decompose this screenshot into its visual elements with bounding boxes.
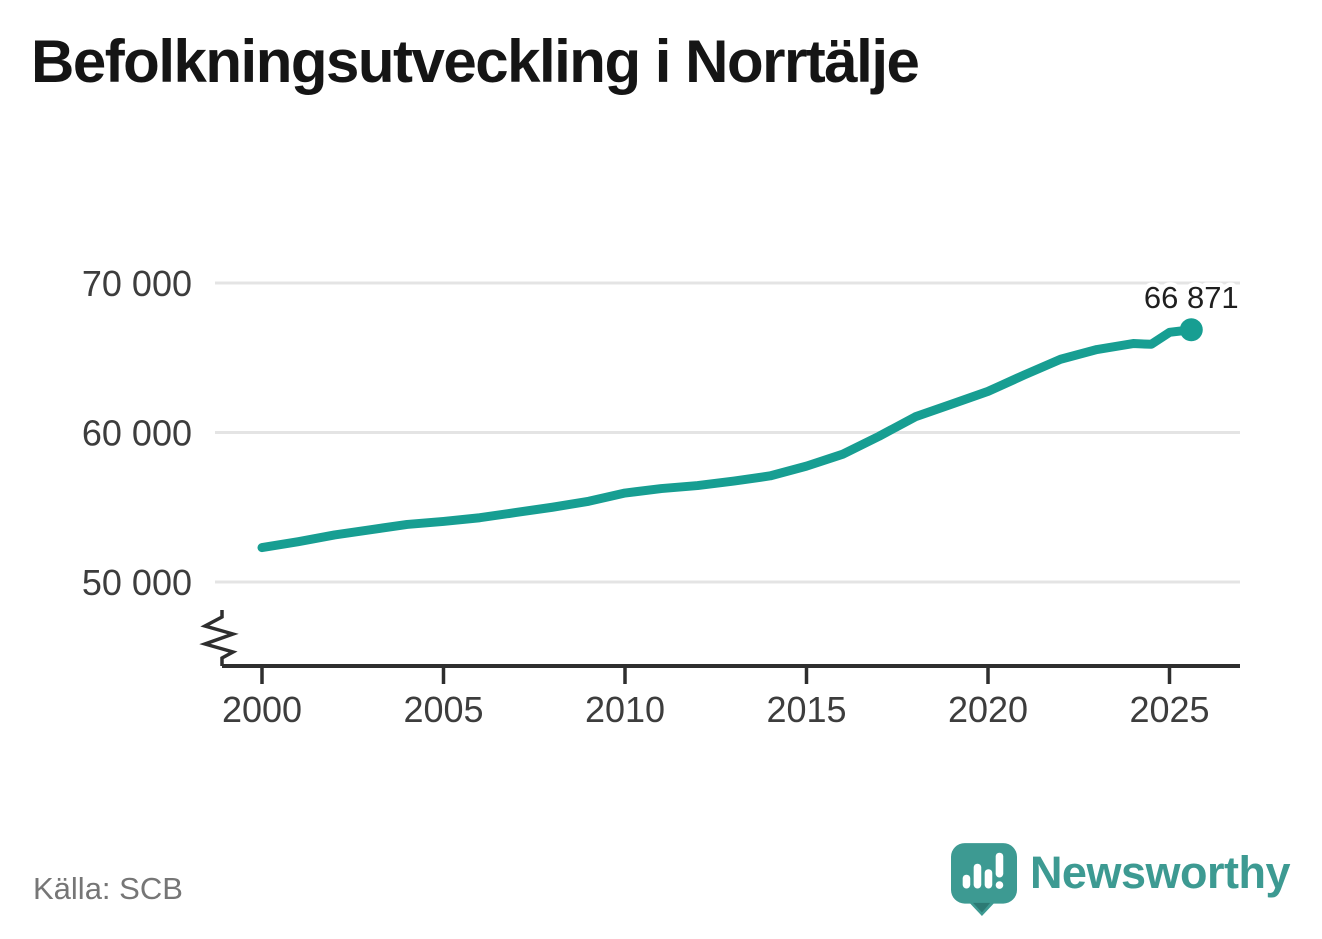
end-point-label: 66 871	[1144, 280, 1239, 315]
x-tick-label: 2000	[222, 689, 302, 730]
x-tick-label: 2005	[403, 689, 483, 730]
axis-break-icon	[199, 610, 239, 666]
y-tick-label: 70 000	[82, 263, 192, 304]
page-title: Befolkningsutveckling i Norrtälje	[31, 28, 920, 95]
newsworthy-logo: Newsworthy	[950, 843, 1291, 916]
x-tick-label: 2025	[1129, 689, 1209, 730]
end-point-marker	[1179, 318, 1203, 342]
newsworthy-wordmark: Newsworthy	[1029, 847, 1291, 898]
source-note: Källa: SCB	[33, 871, 183, 906]
y-tick-label: 60 000	[82, 413, 192, 454]
population-line	[257, 325, 1196, 553]
x-tick-label: 2020	[948, 689, 1028, 730]
y-tick-label: 50 000	[82, 562, 192, 603]
x-tick-label: 2010	[585, 689, 665, 730]
newsworthy-bubble-chart-icon	[950, 843, 1017, 916]
x-tick-label: 2015	[766, 689, 846, 730]
